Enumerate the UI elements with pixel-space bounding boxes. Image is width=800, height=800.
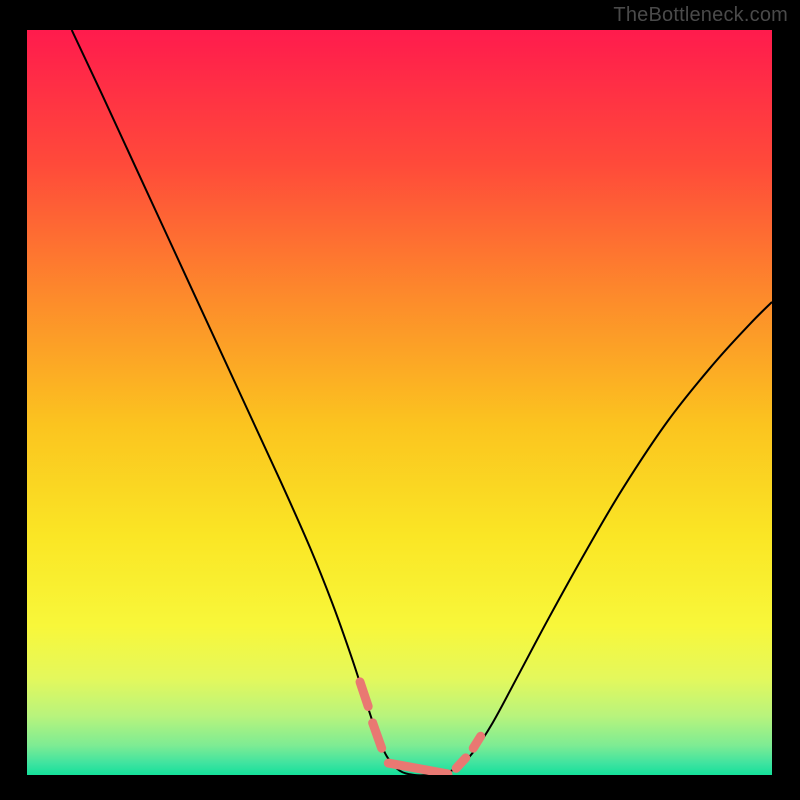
chart-plot-area <box>27 30 772 775</box>
chart-background <box>27 30 772 775</box>
bottleneck-curve-chart <box>27 30 772 775</box>
marker-segment <box>473 736 480 748</box>
watermark-text: TheBottleneck.com <box>613 4 788 27</box>
